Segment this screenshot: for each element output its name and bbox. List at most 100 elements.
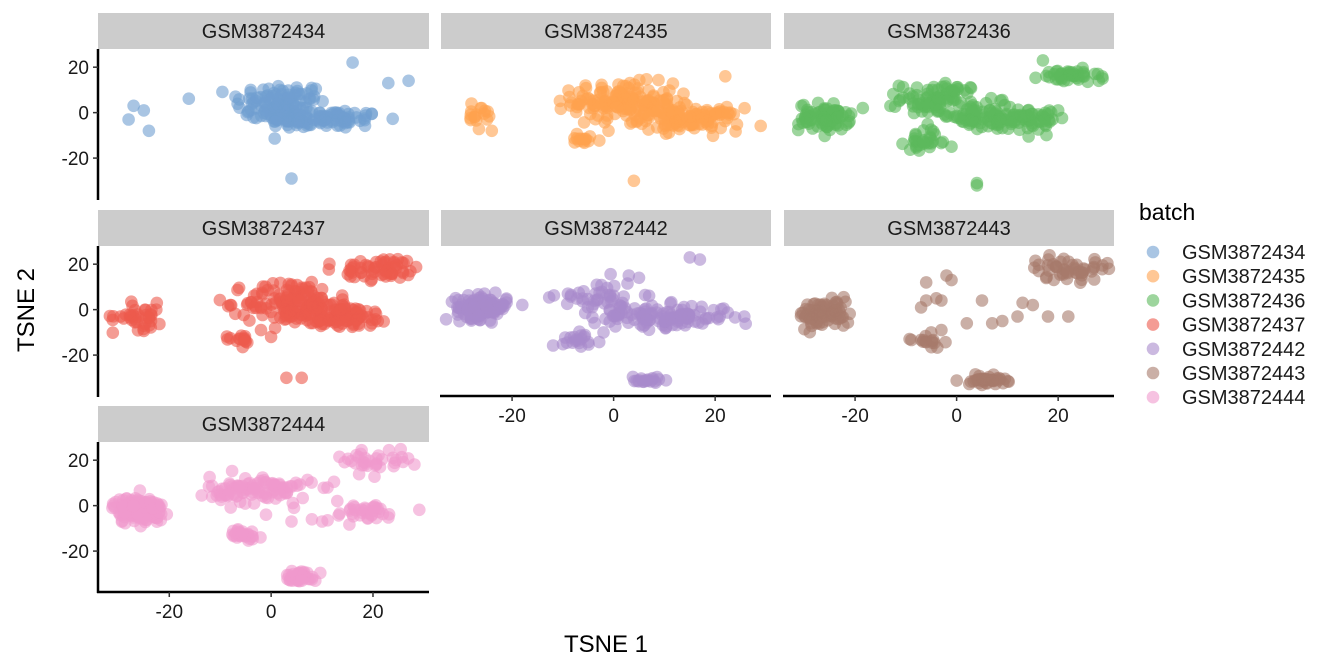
data-point: [798, 111, 812, 125]
data-point: [1029, 71, 1042, 85]
data-point: [285, 515, 298, 528]
data-point: [344, 270, 357, 283]
data-point: [1039, 271, 1053, 285]
data-points: [464, 70, 767, 188]
data-point: [338, 300, 351, 314]
data-point: [280, 371, 293, 385]
data-point: [328, 106, 341, 119]
data-point: [144, 321, 158, 334]
data-point: [642, 108, 656, 122]
data-point: [683, 251, 697, 264]
data-point: [569, 333, 583, 347]
data-point: [249, 111, 263, 125]
data-point: [305, 513, 319, 526]
data-point: [627, 174, 641, 188]
y-tick-label: 0: [78, 104, 89, 125]
data-point: [1062, 310, 1075, 323]
data-point: [975, 294, 989, 307]
data-points: [439, 251, 752, 390]
data-point: [984, 91, 998, 105]
data-point: [687, 110, 700, 123]
legend-label: GSM3872437: [1182, 315, 1305, 337]
data-point: [457, 293, 470, 307]
data-point: [485, 316, 498, 329]
data-point: [365, 317, 379, 330]
data-point: [674, 309, 688, 322]
data-point: [950, 111, 964, 124]
y-tick-label: 20: [68, 451, 89, 472]
data-point: [116, 500, 130, 513]
facet-strip: [98, 13, 429, 49]
data-point: [996, 314, 1009, 328]
data-point: [439, 313, 453, 326]
data-point: [546, 339, 560, 352]
data-point: [348, 500, 361, 514]
data-point: [401, 452, 415, 465]
data-point: [919, 276, 933, 289]
data-points: [794, 249, 1116, 392]
data-point: [295, 574, 309, 587]
data-point: [612, 85, 625, 98]
legend-item: GSM3872437: [1146, 315, 1305, 337]
data-point: [584, 107, 597, 121]
legend-item: GSM3872434: [1146, 242, 1305, 264]
x-tick-label: 0: [951, 406, 962, 427]
data-point: [1061, 73, 1075, 87]
data-point: [233, 479, 246, 493]
x-tick-label: -20: [841, 406, 868, 427]
legend-key: [1146, 269, 1160, 283]
legend-label: GSM3872436: [1182, 290, 1305, 312]
data-point: [274, 311, 287, 324]
data-point: [729, 125, 742, 138]
x-axis-title: TSNE 1: [564, 631, 648, 658]
data-point: [622, 269, 636, 282]
data-point: [363, 454, 376, 468]
data-point: [295, 87, 308, 101]
data-point: [409, 260, 423, 274]
x-tick-label: 0: [608, 406, 619, 427]
y-tick-label: 0: [78, 497, 89, 518]
data-point: [280, 291, 294, 304]
axes: 20 0 -20 20 0 -20 -20 0 20 -20 0 20 20 0 -20 -20 0 20: [62, 49, 1114, 623]
data-point: [652, 73, 665, 87]
data-point: [985, 317, 999, 330]
data-point: [905, 333, 918, 347]
data-point: [677, 87, 690, 100]
data-point: [1026, 298, 1040, 312]
data-point: [155, 498, 168, 512]
data-point: [798, 322, 811, 336]
data-point: [453, 314, 466, 328]
data-points: [122, 56, 415, 185]
data-point: [791, 123, 805, 137]
data-point: [239, 335, 252, 348]
data-point: [1036, 54, 1050, 67]
legend-key: [1146, 366, 1160, 380]
data-point: [305, 476, 318, 489]
data-point: [315, 282, 329, 296]
data-point: [382, 443, 396, 457]
facet-strip-label: GSM3872435: [544, 21, 667, 43]
data-point: [182, 92, 196, 105]
data-point: [693, 253, 707, 266]
data-point: [144, 308, 158, 321]
data-point: [992, 374, 1006, 387]
y-tick-label: -20: [62, 542, 89, 563]
data-point: [945, 140, 958, 153]
data-point: [638, 288, 652, 302]
data-point: [907, 106, 921, 120]
data-point: [705, 119, 718, 133]
data-point: [969, 368, 982, 381]
x-tick-label: 0: [266, 602, 277, 623]
legend-label: GSM3872443: [1182, 363, 1305, 385]
data-point: [285, 480, 299, 493]
data-point: [358, 119, 372, 133]
data-point: [271, 98, 284, 111]
facet-panel: GSM3872435: [441, 13, 771, 188]
legend-item: GSM3872444: [1146, 387, 1305, 409]
legend-label: GSM3872444: [1182, 387, 1305, 409]
data-point: [337, 111, 351, 124]
data-point: [1092, 74, 1106, 88]
data-point: [122, 113, 135, 126]
data-point: [231, 283, 244, 297]
data-point: [243, 314, 256, 327]
